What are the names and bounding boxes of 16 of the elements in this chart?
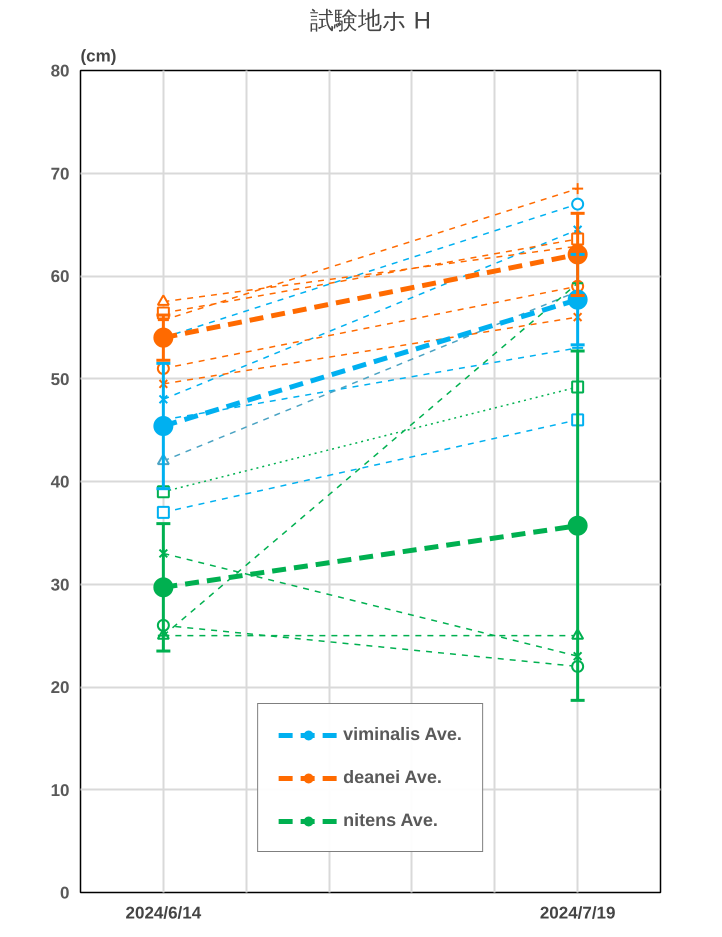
y-tick-label: 60 bbox=[50, 267, 70, 286]
legend-label: nitens Ave. bbox=[343, 810, 438, 831]
y-tick-label: 10 bbox=[50, 780, 70, 800]
y-tick-label: 30 bbox=[50, 575, 70, 594]
x-tick-label: 2024/6/14 bbox=[126, 904, 202, 922]
legend-label: deanei Ave. bbox=[343, 767, 442, 788]
x-tick-label: 2024/7/19 bbox=[540, 904, 616, 922]
y-tick-label: 40 bbox=[50, 472, 70, 492]
chart-title: 試験地ホ H bbox=[310, 8, 431, 34]
y-tick-label: 80 bbox=[50, 62, 70, 80]
y-tick-label: 70 bbox=[50, 164, 70, 184]
legend-label: viminalis Ave. bbox=[343, 724, 462, 745]
y-tick-label: 20 bbox=[50, 678, 70, 697]
y-tick-label: 0 bbox=[60, 884, 70, 902]
y-tick-label: 50 bbox=[50, 370, 70, 389]
y-axis-title: (cm) bbox=[80, 46, 116, 66]
